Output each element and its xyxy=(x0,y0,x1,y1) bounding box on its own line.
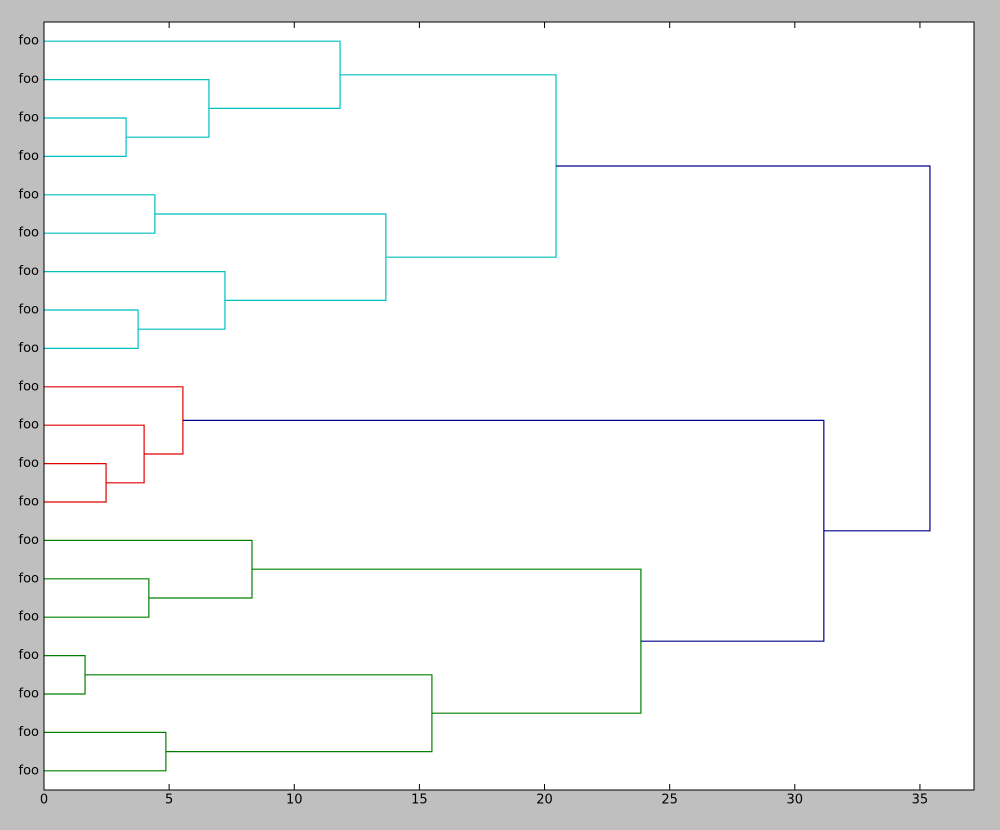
leaf-label: foo xyxy=(19,763,40,778)
leaf-label: foo xyxy=(19,418,40,433)
link xyxy=(44,79,210,138)
x-tick-label: 5 xyxy=(165,793,173,808)
leaf-label: foo xyxy=(19,264,40,279)
link xyxy=(556,165,931,532)
link xyxy=(44,731,167,772)
link xyxy=(44,386,184,455)
leaf-label: foo xyxy=(19,149,40,164)
x-tick-label: 30 xyxy=(787,793,804,808)
x-tick-label: 20 xyxy=(536,793,553,808)
x-tick-label: 15 xyxy=(411,793,428,808)
x-tick-label: 25 xyxy=(661,793,678,808)
leaf-label: foo xyxy=(19,341,40,356)
leaf-label: foo xyxy=(19,571,40,586)
leaf-label: foo xyxy=(19,379,40,394)
x-tick-label: 0 xyxy=(40,793,48,808)
link xyxy=(44,117,127,157)
link xyxy=(44,40,341,109)
link xyxy=(44,309,139,349)
link xyxy=(44,655,86,695)
leaf-label: foo xyxy=(19,533,40,548)
leaf-label: foo xyxy=(19,610,40,625)
leaf-label: foo xyxy=(19,111,40,126)
leaf-label: foo xyxy=(19,72,40,87)
leaf-label: foo xyxy=(19,303,40,318)
leaf-label: foo xyxy=(19,456,40,471)
leaf-label: foo xyxy=(19,226,40,241)
x-tick-label: 10 xyxy=(286,793,303,808)
leaf-label: foo xyxy=(19,648,40,663)
plot-area xyxy=(44,22,974,790)
plot-frame xyxy=(43,21,975,791)
link xyxy=(85,674,433,753)
leaf-label: foo xyxy=(19,725,40,740)
leaf-label: foo xyxy=(19,34,40,49)
leaf-label: foo xyxy=(19,495,40,510)
leaf-label: foo xyxy=(19,687,40,702)
x-tick-label: 35 xyxy=(912,793,929,808)
link xyxy=(44,194,156,234)
leaf-label: foo xyxy=(19,187,40,202)
